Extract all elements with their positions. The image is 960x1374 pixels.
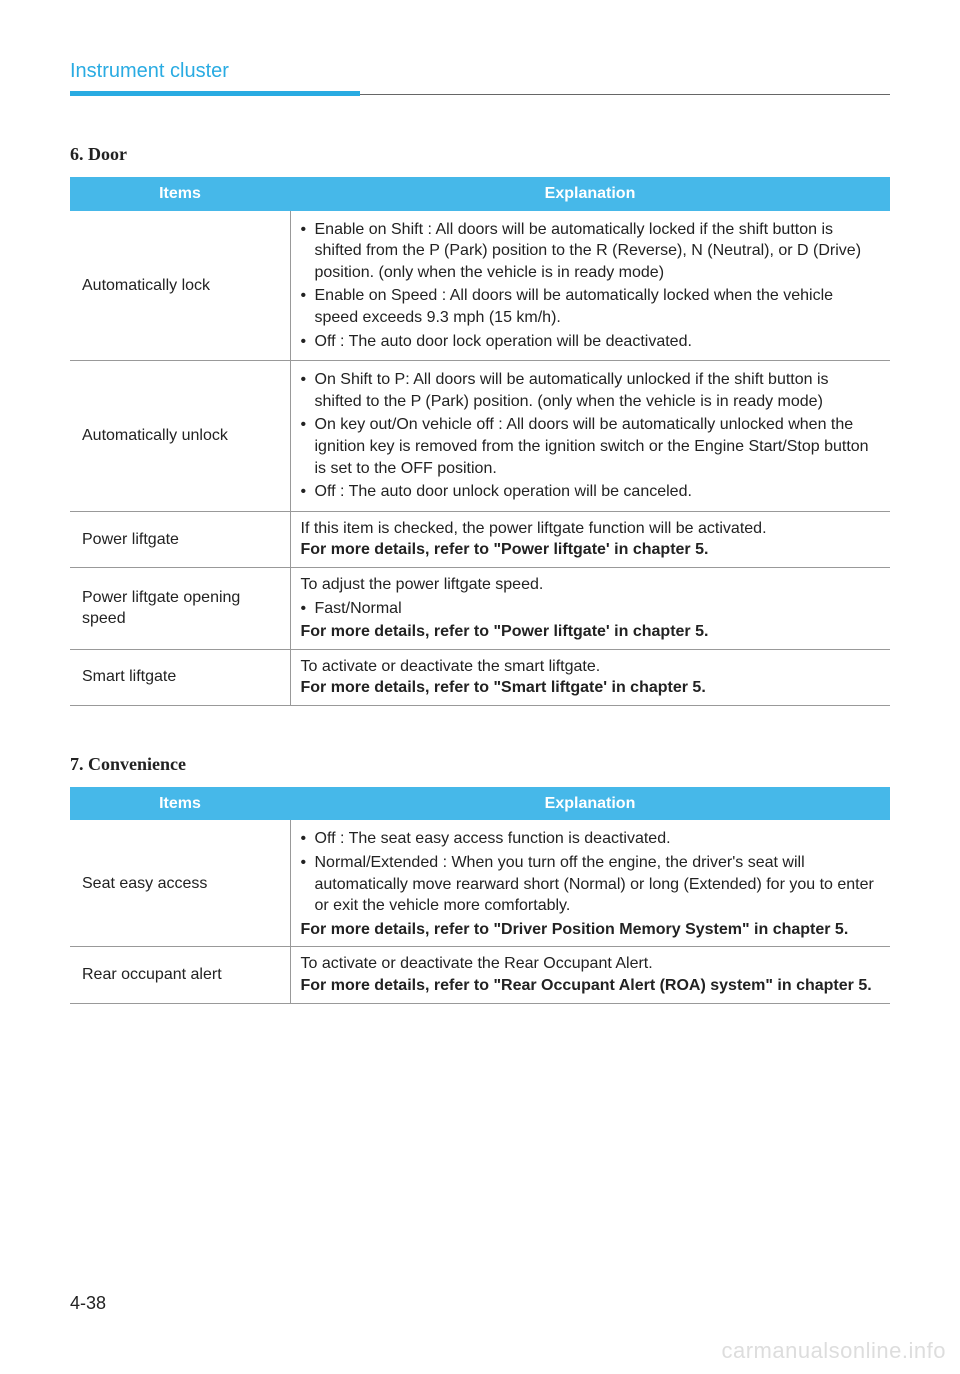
bullet-item: Fast/Normal xyxy=(301,598,881,620)
header-thin-line xyxy=(360,94,890,95)
explanation-bold: For more details, refer to "Power liftga… xyxy=(301,541,709,558)
table-row: Seat easy access Off : The seat easy acc… xyxy=(70,820,890,946)
explanation-cell: If this item is checked, the power liftg… xyxy=(290,511,890,567)
bullet-item: Off : The auto door unlock operation wil… xyxy=(301,481,881,503)
convenience-table: Items Explanation Seat easy access Off :… xyxy=(70,787,890,1004)
explanation-text: If this item is checked, the power liftg… xyxy=(301,520,767,537)
section-title-door: 6. Door xyxy=(70,144,890,165)
page-content: Instrument cluster 6. Door Items Explana… xyxy=(0,0,960,1044)
item-cell: Rear occupant alert xyxy=(70,947,290,1003)
explanation-cell: To adjust the power liftgate speed. Fast… xyxy=(290,567,890,649)
item-cell: Automatically lock xyxy=(70,211,290,361)
page-header: Instrument cluster xyxy=(70,60,890,96)
item-cell: Smart liftgate xyxy=(70,649,290,705)
explanation-bold: For more details, refer to "Smart liftga… xyxy=(301,679,706,696)
explanation-text: To activate or deactivate the smart lift… xyxy=(301,658,601,675)
bullet-item: Normal/Extended : When you turn off the … xyxy=(301,852,881,917)
item-cell: Seat easy access xyxy=(70,820,290,946)
table-row: Power liftgate If this item is checked, … xyxy=(70,511,890,567)
section-title-convenience: 7. Convenience xyxy=(70,754,890,775)
header-accent-bar xyxy=(70,91,360,96)
watermark-text: carmanualsonline.info xyxy=(721,1338,946,1364)
explanation-bold: For more details, refer to "Rear Occupan… xyxy=(301,977,872,994)
header-title: Instrument cluster xyxy=(70,60,890,91)
col-header-items: Items xyxy=(70,787,290,821)
explanation-cell: To activate or deactivate the smart lift… xyxy=(290,649,890,705)
explanation-cell: Off : The seat easy access function is d… xyxy=(290,820,890,946)
table-header-row: Items Explanation xyxy=(70,177,890,211)
bullet-item: Off : The seat easy access function is d… xyxy=(301,828,881,850)
table-row: Power liftgate opening speed To adjust t… xyxy=(70,567,890,649)
table-row: Automatically unlock On Shift to P: All … xyxy=(70,361,890,512)
col-header-items: Items xyxy=(70,177,290,211)
bullet-item: Enable on Shift : All doors will be auto… xyxy=(301,219,881,284)
header-rule xyxy=(70,91,890,96)
bullet-item: Enable on Speed : All doors will be auto… xyxy=(301,285,881,328)
page-number: 4-38 xyxy=(70,1293,106,1314)
bullet-item: On Shift to P: All doors will be automat… xyxy=(301,369,881,412)
explanation-bold: For more details, refer to "Power liftga… xyxy=(301,623,709,640)
explanation-bold: For more details, refer to "Driver Posit… xyxy=(301,921,849,938)
door-table: Items Explanation Automatically lock Ena… xyxy=(70,177,890,706)
col-header-explanation: Explanation xyxy=(290,177,890,211)
explanation-cell: To activate or deactivate the Rear Occup… xyxy=(290,947,890,1003)
bullet-item: Off : The auto door lock operation will … xyxy=(301,331,881,353)
explanation-cell: Enable on Shift : All doors will be auto… xyxy=(290,211,890,361)
table-row: Smart liftgate To activate or deactivate… xyxy=(70,649,890,705)
explanation-text: To activate or deactivate the Rear Occup… xyxy=(301,955,653,972)
item-cell: Power liftgate xyxy=(70,511,290,567)
bullet-item: On key out/On vehicle off : All doors wi… xyxy=(301,414,881,479)
item-cell: Automatically unlock xyxy=(70,361,290,512)
table-row: Automatically lock Enable on Shift : All… xyxy=(70,211,890,361)
table-header-row: Items Explanation xyxy=(70,787,890,821)
table-row: Rear occupant alert To activate or deact… xyxy=(70,947,890,1003)
explanation-cell: On Shift to P: All doors will be automat… xyxy=(290,361,890,512)
col-header-explanation: Explanation xyxy=(290,787,890,821)
explanation-text: To adjust the power liftgate speed. xyxy=(301,576,544,593)
item-cell: Power liftgate opening speed xyxy=(70,567,290,649)
